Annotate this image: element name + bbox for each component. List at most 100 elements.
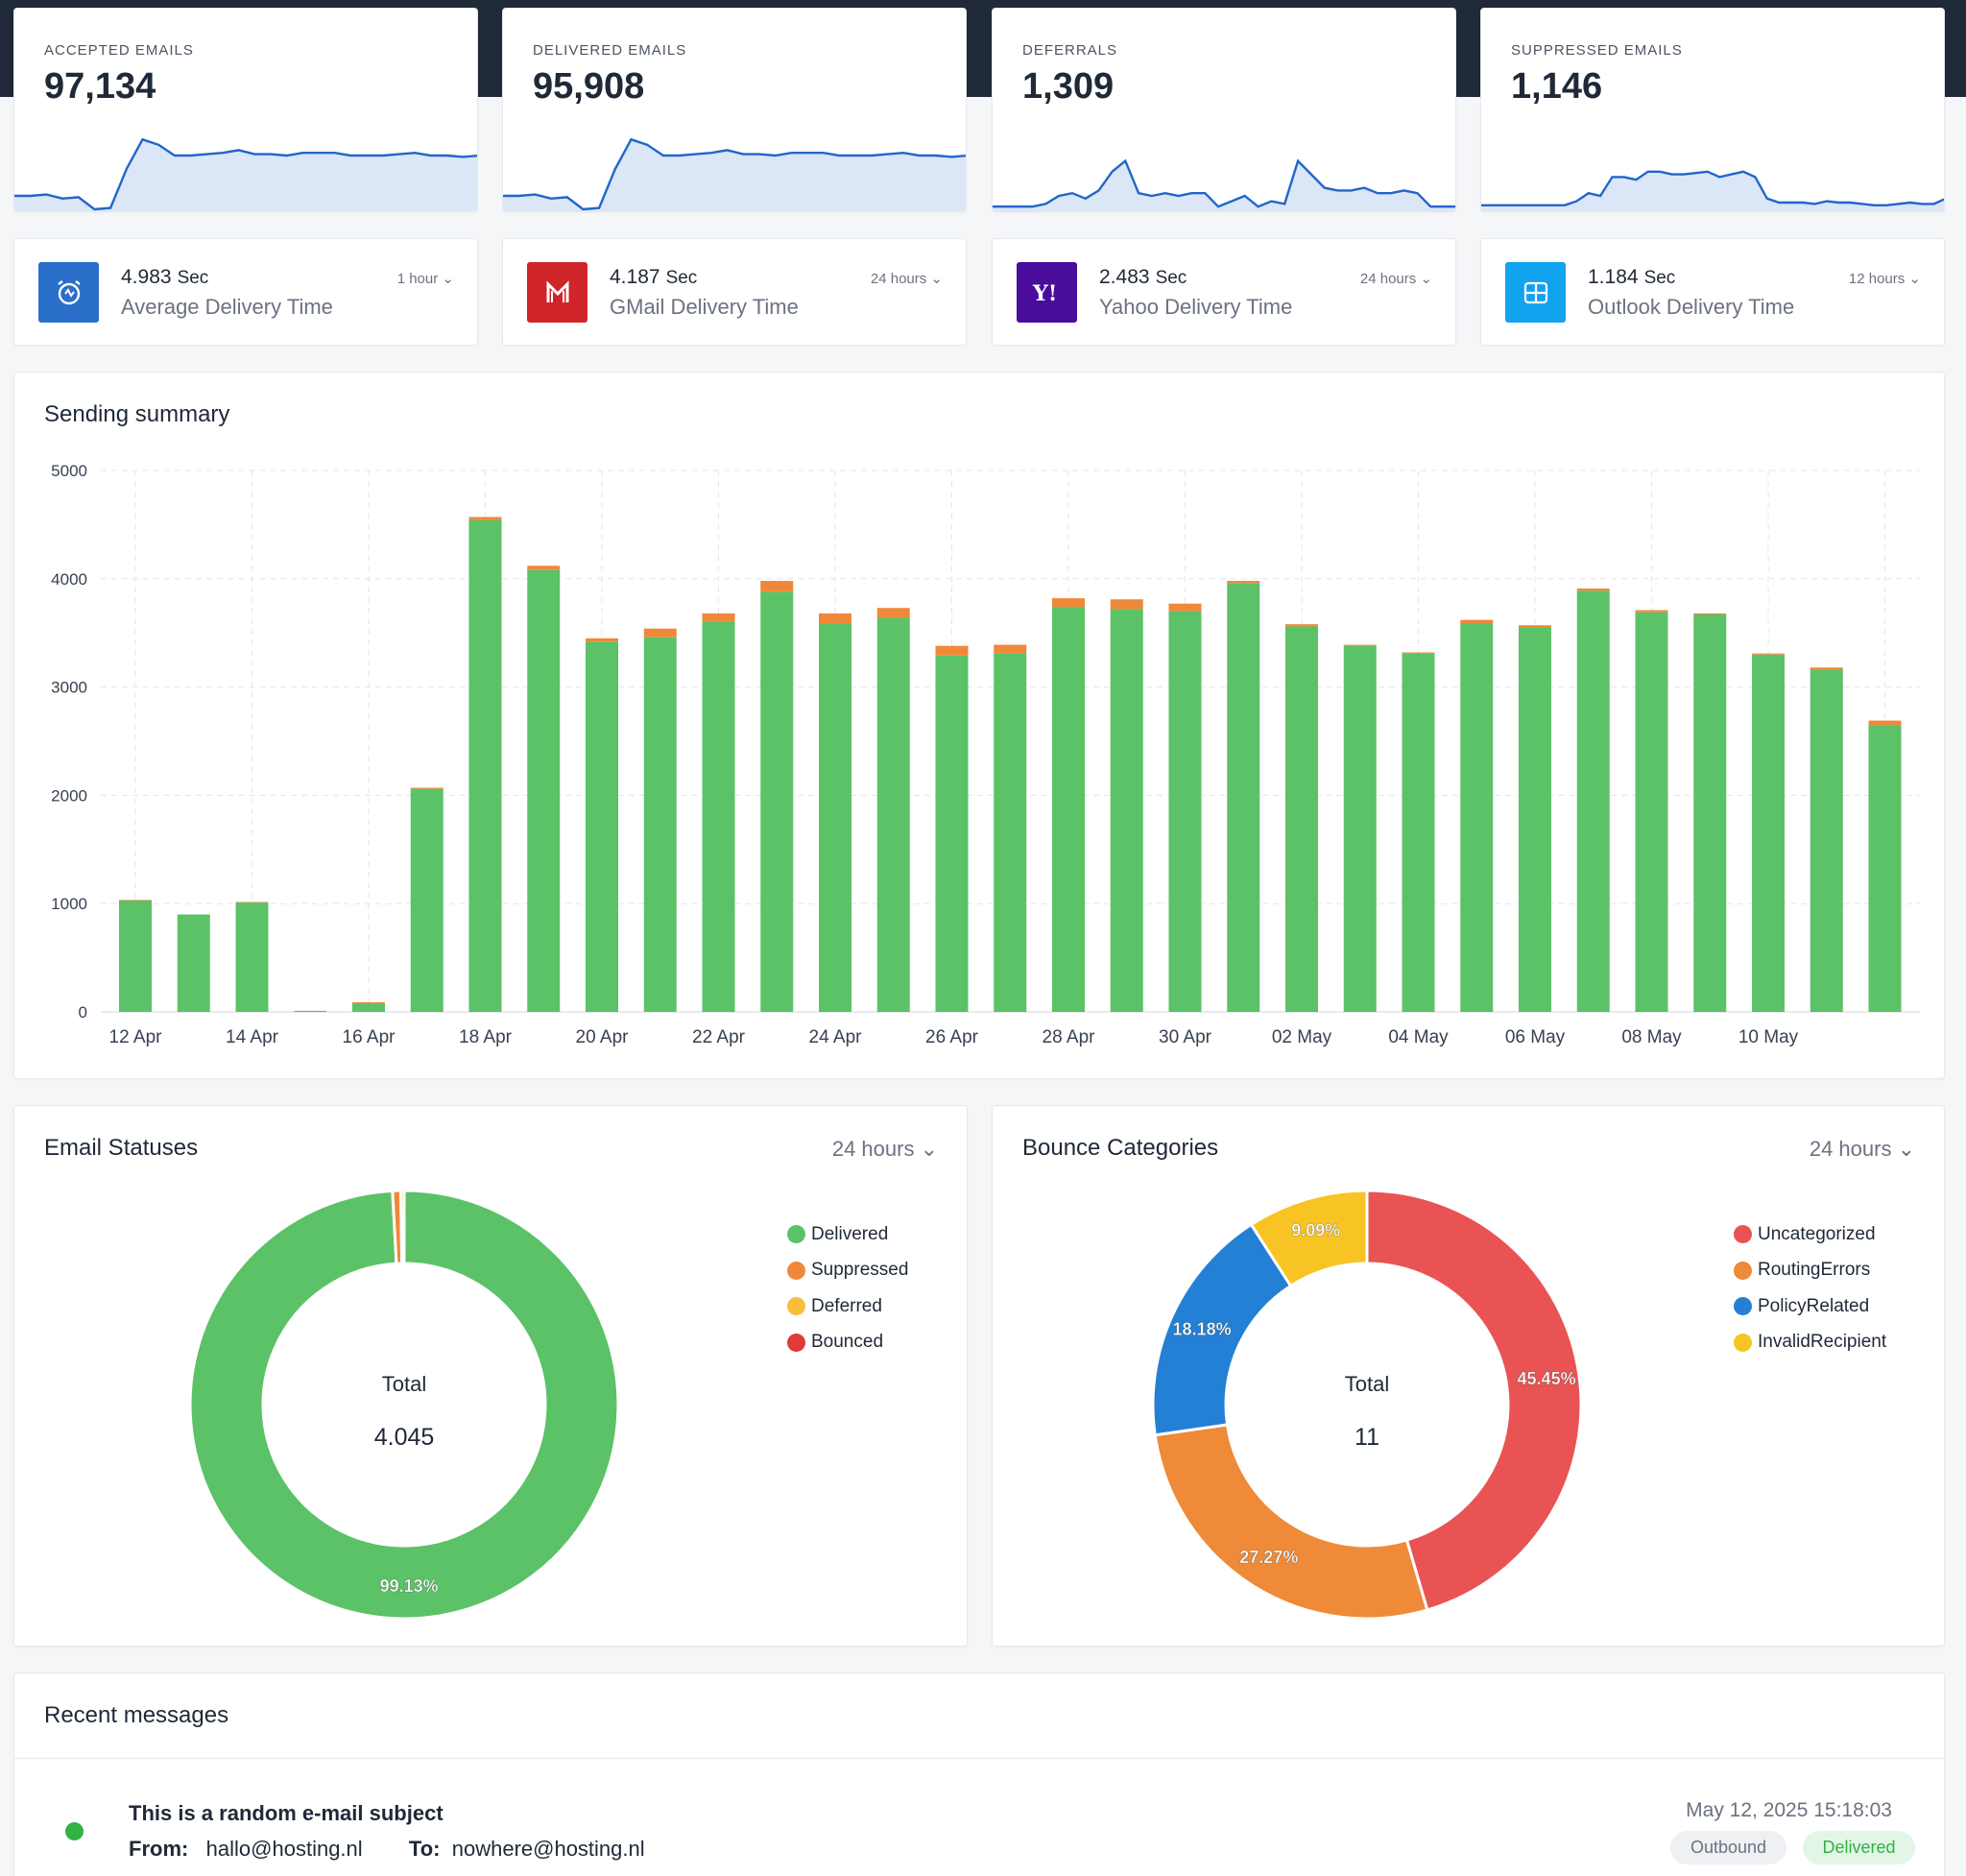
sending-summary-card: Sending summary 0 1000 2000 3000 4000 5000 12 … bbox=[13, 372, 1945, 1079]
legend-item[interactable]: RoutingErrors bbox=[1734, 1253, 1886, 1289]
stat-label: SUPPRESSED EMAILS bbox=[1511, 42, 1683, 59]
period-dropdown[interactable]: 12 hours ⌄ bbox=[1848, 271, 1921, 287]
legend: Delivered Suppressed Deferred Bounced bbox=[787, 1216, 908, 1360]
bar-suppressed bbox=[643, 628, 677, 637]
donut-total-value: 11 bbox=[1355, 1424, 1379, 1451]
bar-delivered bbox=[1110, 609, 1143, 1012]
sparkline bbox=[1481, 170, 1944, 211]
legend-label: Suppressed bbox=[811, 1260, 909, 1281]
sparkline-area bbox=[993, 160, 1455, 211]
x-tick-label: 24 Apr bbox=[809, 1027, 863, 1047]
stat-card-deferrals: DEFERRALS 1,309 bbox=[992, 8, 1456, 212]
x-tick-label: 22 Apr bbox=[692, 1027, 746, 1047]
status-dot bbox=[65, 1822, 84, 1840]
legend-item[interactable]: Suppressed bbox=[787, 1253, 908, 1289]
bar-delivered bbox=[468, 519, 502, 1012]
period-dropdown[interactable]: 24 hours ⌄ bbox=[1809, 1137, 1915, 1161]
period-dropdown[interactable]: 24 hours ⌄ bbox=[1359, 271, 1432, 287]
legend-label: InvalidRecipient bbox=[1758, 1332, 1887, 1353]
bar-delivered bbox=[1868, 725, 1902, 1012]
delivery-time-value: 4.983 Sec bbox=[121, 266, 209, 288]
slice-label: 9.09% bbox=[1291, 1221, 1340, 1240]
legend-item[interactable]: Uncategorized bbox=[1734, 1216, 1886, 1253]
bar-delivered bbox=[527, 569, 561, 1012]
bar-suppressed bbox=[702, 613, 735, 622]
sparkline-area bbox=[503, 139, 966, 211]
sending-summary-chart: 0 1000 2000 3000 4000 5000 12 Apr 14 Apr 16 Apr 1… bbox=[51, 462, 1920, 1047]
x-tick-label: 14 Apr bbox=[226, 1027, 279, 1047]
slice-label: 18.18% bbox=[1173, 1319, 1232, 1338]
legend-swatch bbox=[1734, 1297, 1752, 1316]
x-tick-label: 16 Apr bbox=[343, 1027, 396, 1047]
bar-suppressed bbox=[1168, 603, 1202, 612]
y-tick-label: 2000 bbox=[51, 786, 87, 805]
y-tick-label: 5000 bbox=[51, 462, 87, 480]
bar-delivered bbox=[1635, 612, 1668, 1012]
period-dropdown[interactable]: 24 hours ⌄ bbox=[870, 271, 943, 287]
donut-total-label: Total bbox=[382, 1372, 426, 1396]
bar-suppressed bbox=[1402, 652, 1435, 654]
legend-item[interactable]: InvalidRecipient bbox=[1734, 1325, 1886, 1361]
legend-label: Bounced bbox=[811, 1332, 884, 1353]
sparkline-area bbox=[1481, 171, 1944, 211]
legend-label: Delivered bbox=[811, 1223, 889, 1244]
card-title: Bounce Categories bbox=[1022, 1135, 1219, 1161]
bar-delivered bbox=[643, 637, 677, 1012]
bar-delivered bbox=[1693, 614, 1727, 1012]
x-tick-label: 02 May bbox=[1272, 1027, 1332, 1047]
sparkline-line bbox=[1481, 170, 1944, 206]
x-tick-label: 12 Apr bbox=[109, 1027, 163, 1047]
legend-swatch bbox=[787, 1225, 805, 1244]
bar-suppressed bbox=[1285, 624, 1318, 627]
y-tick-label: 3000 bbox=[51, 679, 87, 697]
card-title: Recent messages bbox=[44, 1702, 229, 1728]
delivery-card-gmail: 4.187 Sec GMail Delivery Time 24 hours ⌄ bbox=[502, 238, 967, 346]
bar-delivered bbox=[586, 641, 618, 1012]
bar-suppressed bbox=[410, 787, 444, 789]
legend-item[interactable]: Delivered bbox=[787, 1216, 908, 1253]
y-tick-label: 0 bbox=[79, 1003, 87, 1022]
bar-delivered bbox=[1402, 653, 1435, 1012]
legend-item[interactable]: PolicyRelated bbox=[1734, 1288, 1886, 1325]
y-tick-label: 1000 bbox=[51, 895, 87, 913]
stat-card-suppressed: SUPPRESSED EMAILS 1,146 bbox=[1480, 8, 1945, 212]
donut-total-label: Total bbox=[1345, 1372, 1389, 1396]
bar-delivered bbox=[935, 655, 969, 1012]
sparkline bbox=[503, 137, 966, 211]
bar-suppressed bbox=[994, 644, 1027, 654]
sparkline-area bbox=[14, 139, 477, 211]
bar-delivered bbox=[1343, 645, 1377, 1012]
delivery-time-caption: Average Delivery Time bbox=[121, 295, 333, 319]
period-dropdown[interactable]: 1 hour ⌄ bbox=[396, 271, 454, 287]
bar-suppressed bbox=[352, 1001, 385, 1003]
stat-value: 95,908 bbox=[533, 66, 645, 107]
x-tick-label: 20 Apr bbox=[576, 1027, 630, 1047]
bar-delivered bbox=[177, 914, 210, 1012]
card-title: Sending summary bbox=[44, 401, 230, 427]
x-tick-label: 30 Apr bbox=[1159, 1027, 1212, 1047]
slice-label: 99.13% bbox=[380, 1576, 439, 1596]
legend-item[interactable]: Bounced bbox=[787, 1325, 908, 1361]
donut-slice bbox=[1365, 1189, 1583, 1612]
bar-suppressed bbox=[1752, 653, 1785, 655]
legend-swatch bbox=[1734, 1225, 1752, 1244]
message-date: May 12, 2025 15:18:03 bbox=[1686, 1799, 1892, 1821]
yahoo-icon: Y! bbox=[1017, 262, 1077, 323]
sparkline bbox=[14, 137, 477, 211]
bar-delivered bbox=[294, 1010, 327, 1012]
bar-delivered bbox=[1752, 654, 1785, 1012]
recent-messages-card: Recent messages This is a random e-mail … bbox=[13, 1672, 1946, 1876]
svg-text:Y!: Y! bbox=[1032, 281, 1057, 306]
bar-delivered bbox=[352, 1002, 385, 1012]
bar-delivered bbox=[1810, 669, 1843, 1012]
legend-label: PolicyRelated bbox=[1758, 1295, 1870, 1316]
period-dropdown[interactable]: 24 hours ⌄ bbox=[831, 1137, 938, 1161]
legend-item[interactable]: Deferred bbox=[787, 1288, 908, 1325]
message-row[interactable]: This is a random e-mail subject From: ha… bbox=[14, 1759, 1946, 1876]
direction-badge: Outbound bbox=[1670, 1831, 1786, 1864]
stat-label: DELIVERED EMAILS bbox=[533, 42, 687, 59]
stat-label: DEFERRALS bbox=[1022, 42, 1118, 59]
bar-delivered bbox=[119, 900, 152, 1012]
bar-delivered bbox=[819, 623, 851, 1012]
bar-suppressed bbox=[468, 517, 502, 520]
